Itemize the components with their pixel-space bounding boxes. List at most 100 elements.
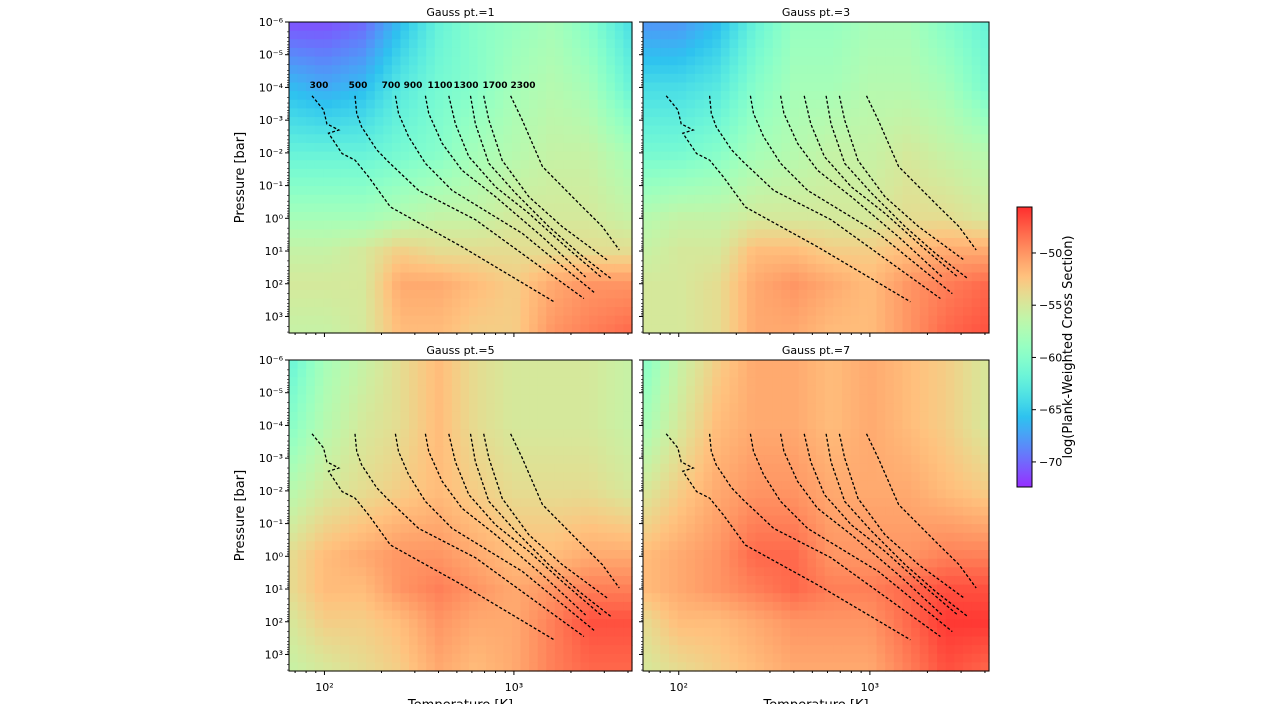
heatmap-cell <box>383 194 393 205</box>
heatmap-cell <box>289 472 299 482</box>
heatmap-cell <box>477 237 487 248</box>
heatmap-cell <box>928 177 938 187</box>
heatmap-cell <box>434 368 444 378</box>
heatmap-cell <box>529 550 539 560</box>
heatmap-cell <box>963 142 973 153</box>
heatmap-cell <box>850 30 860 40</box>
heatmap-cell <box>703 117 713 127</box>
heatmap-cell <box>537 91 547 101</box>
heatmap-cell <box>571 22 582 32</box>
heatmap-cell <box>954 272 964 282</box>
heatmap-cell <box>867 82 878 92</box>
heatmap-cell <box>417 315 427 325</box>
heatmap-cell <box>712 56 722 66</box>
heatmap-cell <box>755 177 765 187</box>
heatmap-cell <box>400 324 410 334</box>
heatmap-cell <box>400 220 410 230</box>
heatmap-cell <box>790 125 800 135</box>
heatmap-cell <box>357 455 367 465</box>
heatmap-cell <box>434 498 444 508</box>
heatmap-cell <box>366 82 376 92</box>
heatmap-cell <box>297 411 307 422</box>
heatmap-cell <box>537 47 547 58</box>
heatmap-cell <box>703 403 713 413</box>
heatmap-cell <box>945 368 955 378</box>
heatmap-cell <box>366 636 376 646</box>
heatmap-cell <box>919 186 930 196</box>
heatmap-cell <box>340 298 350 308</box>
heatmap-cell <box>374 455 384 465</box>
heatmap-cell <box>945 315 955 325</box>
heatmap-cell <box>511 455 522 465</box>
heatmap-cell <box>660 272 670 282</box>
heatmap-cell <box>919 47 930 58</box>
heatmap-cell <box>323 47 333 58</box>
heatmap-cell <box>537 567 547 577</box>
heatmap-cell <box>409 160 419 170</box>
heatmap-cell <box>798 385 808 396</box>
heatmap-cell <box>833 22 843 32</box>
heatmap-cell <box>919 255 930 265</box>
heatmap-cell <box>606 65 616 75</box>
heatmap-cell <box>477 203 487 213</box>
heatmap-cell <box>520 550 530 560</box>
heatmap-cell <box>477 610 487 620</box>
heatmap-cell <box>289 30 299 40</box>
heatmap-cell <box>893 324 904 334</box>
heatmap-cell <box>571 506 582 517</box>
heatmap-cell <box>323 125 333 135</box>
heatmap-cell <box>520 30 530 40</box>
heatmap-cell <box>554 237 564 248</box>
heatmap-cell <box>790 281 800 291</box>
heatmap-cell <box>434 593 444 603</box>
heatmap-cell <box>911 39 921 49</box>
heatmap-cell <box>841 194 852 205</box>
heatmap-cell <box>537 246 547 256</box>
heatmap-cell <box>580 627 590 638</box>
heatmap-cell <box>306 82 316 92</box>
heatmap-cell <box>563 550 573 560</box>
heatmap-cell <box>841 246 852 256</box>
heatmap-cell <box>357 506 367 517</box>
heatmap-cell <box>686 368 696 378</box>
heatmap-cell <box>503 307 513 317</box>
heatmap-cell <box>494 91 504 101</box>
heatmap-cell <box>469 142 479 153</box>
heatmap-cell <box>400 56 410 66</box>
heatmap-cell <box>885 56 895 66</box>
heatmap-cell <box>772 307 782 317</box>
heatmap-cell <box>520 645 530 655</box>
heatmap-cell <box>340 524 350 534</box>
heatmap-cell <box>383 420 393 430</box>
heatmap-cell <box>772 420 782 430</box>
heatmap-cell <box>486 151 496 161</box>
heatmap-cell <box>374 472 384 482</box>
heatmap-cell <box>331 39 342 49</box>
heatmap-cell <box>937 168 947 179</box>
heatmap-cell <box>366 368 376 378</box>
heatmap-cell <box>729 203 739 213</box>
heatmap-cell <box>980 220 990 230</box>
heatmap-cell <box>945 263 955 274</box>
heatmap-cell <box>945 281 955 291</box>
heatmap-cell <box>434 455 444 465</box>
heatmap-cell <box>651 22 661 32</box>
heatmap-cell <box>597 82 607 92</box>
heatmap-cell <box>546 73 556 84</box>
heatmap-cell <box>677 151 687 161</box>
heatmap-cell <box>668 263 679 274</box>
heatmap-cell <box>580 532 590 543</box>
heatmap-cell <box>738 229 748 239</box>
heatmap-cell <box>798 394 808 404</box>
heatmap-cell <box>781 142 791 153</box>
heatmap-cell <box>580 246 590 256</box>
heatmap-cell <box>651 377 661 387</box>
heatmap-cell <box>954 168 964 179</box>
heatmap-cell <box>434 472 444 482</box>
heatmap-cell <box>755 411 765 422</box>
heatmap-cell <box>409 177 419 187</box>
heatmap-cell <box>323 289 333 300</box>
heatmap-cell <box>409 662 419 672</box>
heatmap-cell <box>511 532 522 543</box>
heatmap-cell <box>331 368 342 378</box>
